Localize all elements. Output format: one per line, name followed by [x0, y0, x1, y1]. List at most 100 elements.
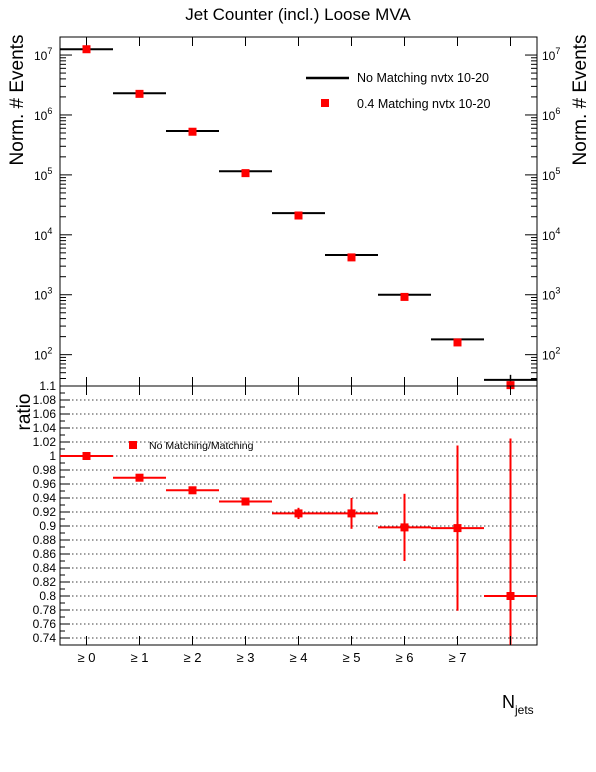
matching-marker [506, 381, 515, 390]
y-tick-base: 10 [34, 109, 48, 123]
y-tick-label-right: 103 [542, 286, 560, 303]
y-tick-label-right: 106 [542, 106, 560, 123]
ratio-marker [135, 473, 144, 482]
ratio-marker [347, 509, 356, 518]
y-tick-base: 10 [34, 349, 48, 363]
ratio-y-tick-label: 1.08 [33, 393, 57, 407]
legend-marker-swatch [321, 99, 329, 107]
y-tick-exponent: 3 [47, 286, 52, 296]
ratio-marker [241, 497, 250, 506]
y-tick-label-left: 106 [34, 106, 52, 123]
ratio-legend: No Matching/Matching [129, 440, 254, 452]
y-tick-exponent: 6 [555, 106, 560, 116]
y-tick-base: 10 [542, 289, 556, 303]
y-tick-exponent: 2 [555, 346, 560, 356]
ratio-marker [82, 452, 91, 460]
y-tick-label-right: 104 [542, 226, 560, 243]
matching-marker [294, 211, 303, 220]
ratio-y-tick-label: 1.02 [33, 435, 57, 449]
ratio-y-tick-label: 0.82 [33, 575, 57, 589]
top-y-axis-label-right: Norm. # Events [570, 35, 591, 166]
matching-marker [241, 169, 250, 178]
x-axis-label: Njets [502, 692, 534, 717]
x-axis-label-subscript: jets [514, 703, 534, 717]
top-data-marks [60, 45, 537, 390]
ratio-marker [453, 524, 462, 533]
y-tick-exponent: 3 [555, 286, 560, 296]
matching-marker [347, 253, 356, 262]
ratio-legend-marker [129, 441, 137, 449]
chart-title: Jet Counter (incl.) Loose MVA [185, 5, 411, 24]
ratio-y-tick-label: 0.88 [33, 533, 57, 547]
y-tick-base: 10 [542, 349, 556, 363]
x-axis-label-main: N [502, 692, 515, 712]
y-tick-base: 10 [34, 49, 48, 63]
matching-marker [453, 338, 462, 347]
y-tick-label-right: 102 [542, 346, 560, 363]
ratio-marker [506, 592, 515, 600]
top-y-axis-label: Norm. # Events [7, 35, 28, 166]
ratio-panel: 0.740.760.780.80.820.840.860.880.90.920.… [14, 379, 538, 717]
y-tick-exponent: 6 [47, 106, 52, 116]
y-tick-label-left: 107 [34, 46, 52, 63]
y-tick-label-left: 105 [34, 166, 52, 183]
y-tick-exponent: 5 [47, 166, 52, 176]
ratio-y-tick-label: 0.8 [39, 589, 56, 603]
ratio-y-tick-label: 0.94 [33, 491, 57, 505]
ratio-y-tick-label: 0.96 [33, 477, 57, 491]
y-tick-label-left: 104 [34, 226, 52, 243]
ratio-y-tick-label: 1 [49, 449, 56, 463]
y-tick-exponent: 2 [47, 346, 52, 356]
ratio-y-axis-label: ratio [14, 394, 35, 431]
ratio-legend-entry: No Matching/Matching [149, 440, 254, 452]
y-tick-label-left: 102 [34, 346, 52, 363]
y-tick-exponent: 4 [555, 226, 560, 236]
matching-marker [135, 89, 144, 98]
ratio-y-tick-label: 1.1 [39, 379, 56, 393]
y-tick-exponent: 5 [555, 166, 560, 176]
legend-entry-matching: 0.4 Matching nvtx 10-20 [357, 97, 490, 111]
y-tick-base: 10 [542, 109, 556, 123]
ratio-data-marks [60, 438, 537, 645]
matching-marker [400, 292, 409, 301]
x-tick-label: ≥ 6 [396, 650, 414, 665]
x-tick-label: ≥ 7 [449, 650, 467, 665]
ratio-marker [188, 486, 197, 495]
ratio-y-tick-label: 0.92 [33, 505, 57, 519]
ratio-y-tick-label: 0.78 [33, 603, 57, 617]
ratio-marker [294, 509, 303, 518]
ratio-y-tick-label: 0.84 [33, 561, 57, 575]
x-tick-label: ≥ 3 [237, 650, 255, 665]
y-tick-base: 10 [542, 229, 556, 243]
x-tick-label: ≥ 0 [78, 650, 96, 665]
y-tick-base: 10 [542, 169, 556, 183]
legend-entry-no-matching: No Matching nvtx 10-20 [357, 71, 489, 85]
x-tick-label: ≥ 2 [184, 650, 202, 665]
x-axis: ≥ 0 ≥ 1 ≥ 2 ≥ 3 ≥ 4 ≥ 5 ≥ 6 ≥ 7 [78, 386, 511, 665]
top-legend: No Matching nvtx 10-20 0.4 Matching nvtx… [306, 71, 490, 111]
y-tick-base: 10 [34, 169, 48, 183]
y-tick-exponent: 4 [47, 226, 52, 236]
matching-marker [82, 45, 91, 54]
ratio-y-tick-label: 0.76 [33, 617, 57, 631]
y-tick-label-right: 105 [542, 166, 560, 183]
ratio-y-tick-label: 1.04 [33, 421, 57, 435]
y-tick-base: 10 [34, 289, 48, 303]
y-tick-exponent: 7 [47, 46, 52, 56]
y-tick-base: 10 [34, 229, 48, 243]
x-tick-label: ≥ 1 [131, 650, 149, 665]
top-plot-frame [59, 36, 538, 387]
ratio-y-axis: 0.740.760.780.80.820.840.860.880.90.920.… [33, 379, 70, 645]
ratio-y-tick-label: 0.98 [33, 463, 57, 477]
x-tick-label: ≥ 5 [343, 650, 361, 665]
y-tick-exponent: 7 [555, 46, 560, 56]
matching-marker [188, 127, 197, 136]
ratio-y-tick-label: 1.06 [33, 407, 57, 421]
x-tick-label: ≥ 4 [290, 650, 308, 665]
y-tick-label-left: 103 [34, 286, 52, 303]
ratio-marker [400, 523, 409, 532]
y-tick-label-right: 107 [542, 46, 560, 63]
